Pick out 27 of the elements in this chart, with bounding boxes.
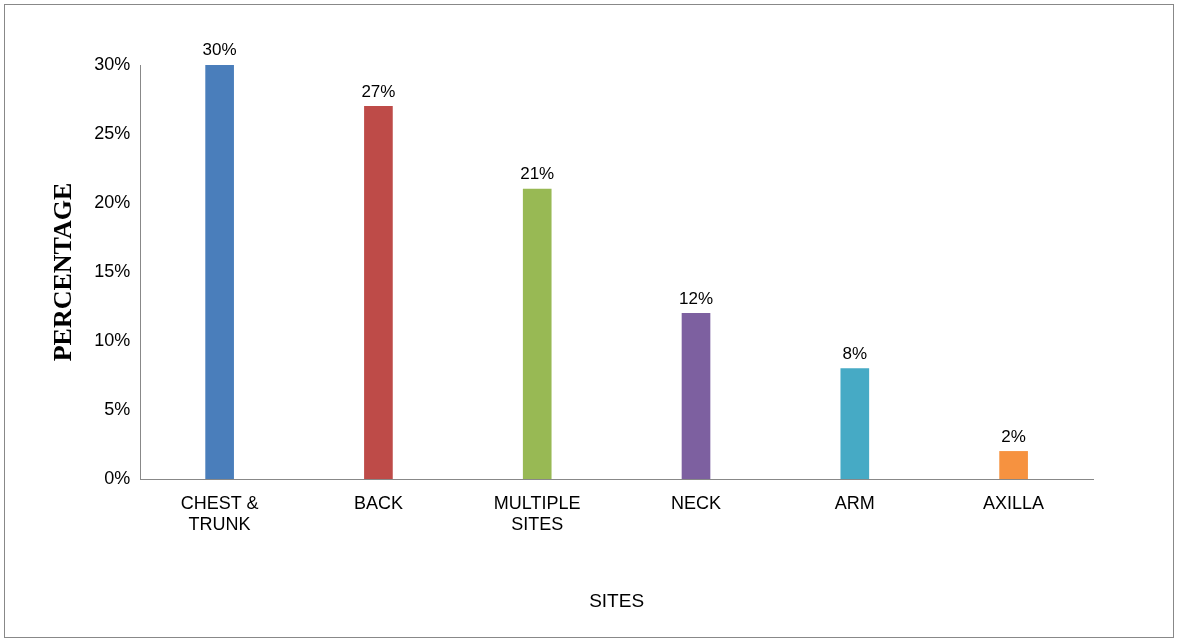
bar — [522, 188, 552, 479]
y-tick-label: 30% — [94, 53, 131, 74]
data-label: 30% — [202, 40, 237, 60]
y-axis-title: PERCENTAGE — [48, 182, 78, 362]
y-tick-label: 15% — [94, 260, 131, 281]
x-tick-label: ARM — [834, 492, 875, 513]
x-tick-label: MULTIPLE SITES — [493, 492, 581, 535]
y-tick-label: 10% — [94, 329, 131, 350]
x-tick-label: BACK — [353, 492, 403, 513]
x-tick-label: CHEST & TRUNK — [180, 492, 259, 535]
y-tick-label: 20% — [94, 191, 131, 212]
bar — [999, 451, 1028, 479]
x-tick-label: AXILLA — [983, 492, 1045, 513]
bar — [840, 368, 870, 479]
data-label: 21% — [520, 164, 555, 184]
y-tick-label: 0% — [104, 467, 131, 488]
x-axis-title: SITES — [589, 589, 645, 611]
data-label: 27% — [361, 81, 396, 101]
bar — [364, 106, 393, 479]
data-label: 12% — [679, 288, 714, 308]
bar — [681, 313, 711, 479]
bar — [205, 65, 234, 479]
y-tick-label: 5% — [104, 398, 131, 419]
data-label: 8% — [842, 343, 868, 363]
data-label: 2% — [1001, 426, 1026, 446]
y-tick-label: 25% — [94, 122, 131, 143]
x-tick-label: NECK — [671, 492, 722, 513]
